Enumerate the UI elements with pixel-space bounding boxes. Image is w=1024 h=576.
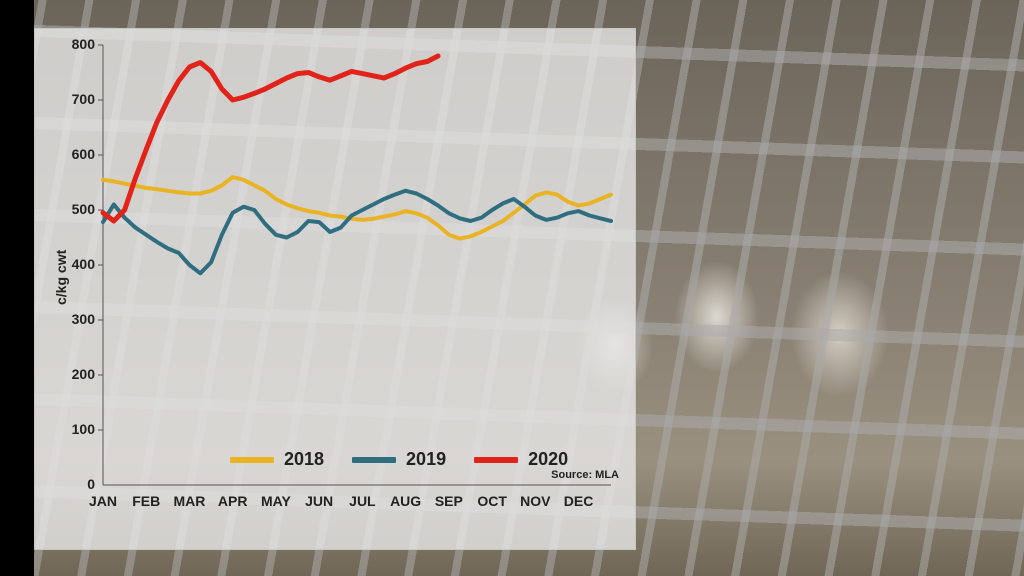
x-tick-label: JUL [340, 493, 384, 509]
x-tick-label: JAN [81, 493, 125, 509]
x-tick-label: NOV [513, 493, 557, 509]
chart-legend: 2018 2019 2020 [230, 449, 568, 470]
chart-source: Source: MLA [551, 469, 619, 481]
chart-card: c/kg cwt 0100200300400500600700800 JANFE… [34, 28, 636, 550]
y-tick-label: 0 [55, 476, 95, 492]
y-tick-label: 200 [55, 366, 95, 382]
x-tick-label: DEC [557, 493, 601, 509]
legend-swatch [352, 457, 396, 463]
legend-label: 2019 [406, 449, 446, 470]
series-line-2019 [103, 191, 611, 273]
series-line-2018 [103, 177, 611, 239]
legend-swatch [230, 457, 274, 463]
legend-item-2019: 2019 [352, 449, 446, 470]
x-tick-label: MAR [167, 493, 211, 509]
y-tick-label: 700 [55, 91, 95, 107]
y-tick-label: 800 [55, 36, 95, 52]
legend-label: 2018 [284, 449, 324, 470]
x-tick-label: MAY [254, 493, 298, 509]
legend-swatch [474, 457, 518, 463]
y-tick-label: 100 [55, 421, 95, 437]
legend-item-2018: 2018 [230, 449, 324, 470]
y-tick-label: 600 [55, 146, 95, 162]
left-vignette [0, 0, 34, 576]
x-tick-label: JUN [297, 493, 341, 509]
legend-item-2020: 2020 [474, 449, 568, 470]
y-tick-label: 400 [55, 256, 95, 272]
price-chart [35, 29, 635, 549]
x-tick-label: AUG [384, 493, 428, 509]
legend-label: 2020 [528, 449, 568, 470]
stage: c/kg cwt 0100200300400500600700800 JANFE… [0, 0, 1024, 576]
x-tick-label: FEB [124, 493, 168, 509]
x-tick-label: APR [211, 493, 255, 509]
x-tick-label: OCT [470, 493, 514, 509]
y-tick-label: 500 [55, 201, 95, 217]
x-tick-label: SEP [427, 493, 471, 509]
y-tick-label: 300 [55, 311, 95, 327]
